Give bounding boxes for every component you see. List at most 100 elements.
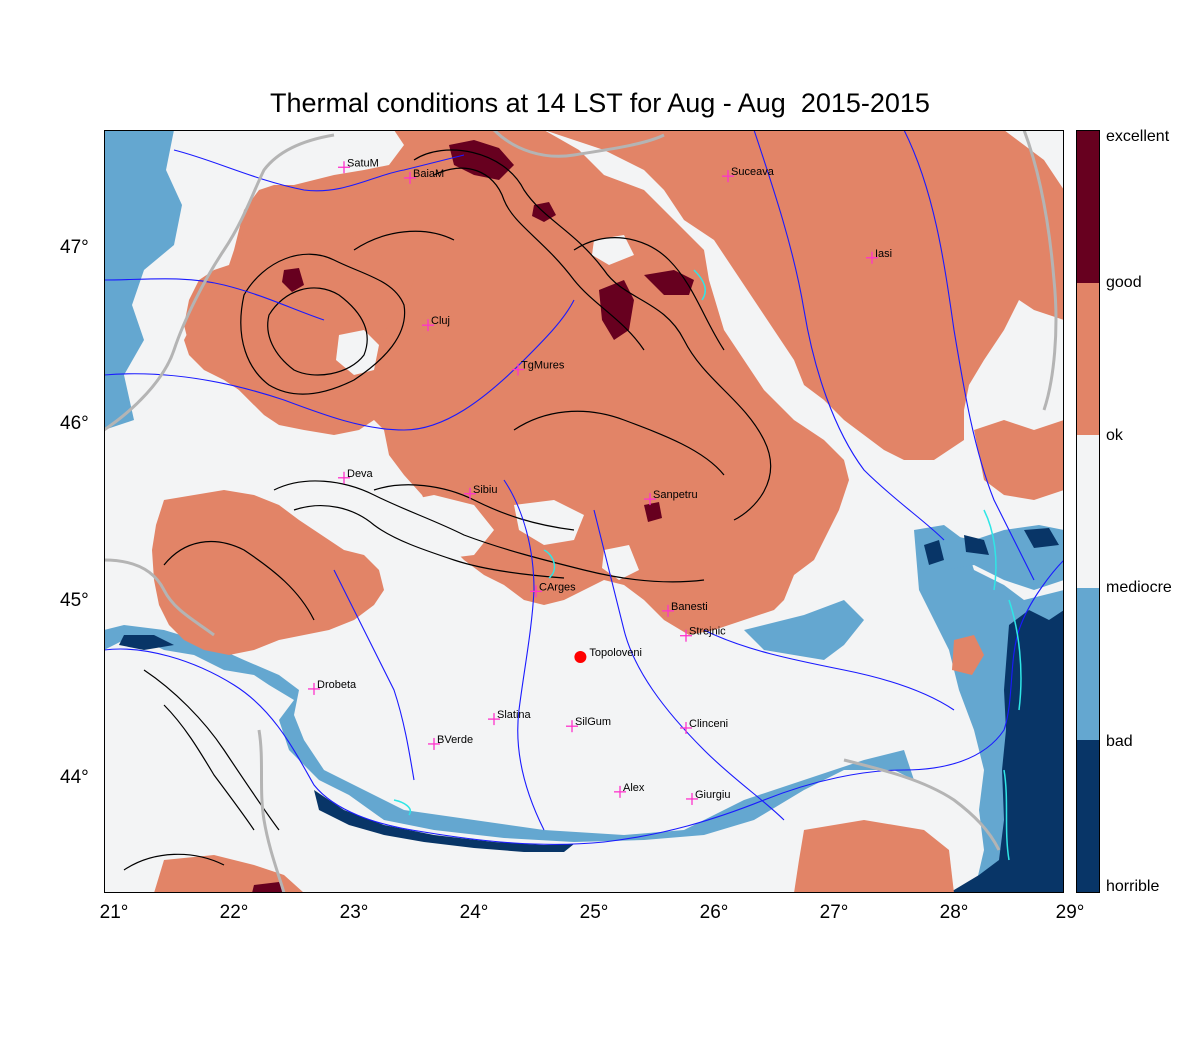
colorbar-excellent	[1076, 130, 1100, 283]
lon-tick-label: 26°	[699, 902, 729, 923]
river-danube	[104, 559, 1064, 845]
zone-ok-north-island	[592, 235, 634, 265]
colorbar-bad	[1076, 740, 1100, 893]
city-clinceni: Clinceni	[680, 718, 728, 734]
city-deva: Deva	[338, 468, 374, 484]
city-label: Deva	[347, 468, 374, 480]
river-prut	[903, 130, 1035, 581]
zone-good-southeast-patch	[952, 635, 984, 675]
city-tgmures: TgMures	[512, 360, 565, 376]
zone-mediocre-lower-danube	[744, 600, 864, 660]
river-jiu	[333, 569, 415, 781]
city-satum: SatuM	[338, 157, 379, 174]
zone-excellent-calimani	[599, 270, 694, 340]
zone-good-east-moldova	[544, 130, 1064, 460]
colorbar-label-excellent: excellent	[1106, 128, 1170, 145]
city-label: Slatina	[497, 709, 532, 721]
lakes	[393, 269, 1022, 861]
highlight-label: Topoloveni	[589, 647, 642, 659]
city-label: Cluj	[431, 315, 450, 327]
lon-tick-label: 28°	[939, 902, 969, 923]
colorbar-label-good: good	[1106, 274, 1142, 291]
city-label: BaiaM	[413, 168, 444, 180]
border-south-bulgaria	[257, 729, 286, 893]
border-east	[1022, 130, 1058, 411]
lon-tick-label: 23°	[339, 902, 369, 923]
lon-tick-label: 25°	[579, 902, 609, 923]
zone-excellent-apuseni	[282, 268, 304, 292]
lon-tick-label: 29°	[1055, 902, 1085, 923]
zone-bad-iron-gates	[119, 635, 174, 650]
zone-ok-fagaras-island	[382, 495, 584, 560]
zone-excellent-north	[449, 140, 514, 180]
colorbar-label-ok: ok	[1106, 427, 1123, 444]
river-siret	[753, 130, 945, 541]
rivers	[104, 130, 1064, 845]
colorbar	[1076, 130, 1100, 893]
colorbar-good	[1076, 283, 1100, 435]
border-west-north	[104, 133, 335, 432]
colorbar-ok	[1076, 435, 1100, 588]
city-markers: SatuM BaiaM Suceava Iasi Cluj TgMures Deva Sibi…	[308, 157, 892, 805]
river-ialomita	[703, 629, 955, 711]
river-mures	[104, 299, 575, 431]
country-borders	[104, 130, 1058, 893]
city-sibiu: Sibiu	[464, 484, 497, 500]
city-label: SatuM	[347, 157, 379, 169]
city-label: CArges	[539, 581, 576, 593]
city-label: Banesti	[671, 601, 708, 613]
city-baiam: BaiaM	[404, 168, 444, 184]
city-slatina: Slatina	[488, 709, 532, 726]
river-somes	[173, 149, 465, 192]
city-strejnic: Strejnic	[680, 626, 726, 642]
thermal-conditions-map: SatuM BaiaM Suceava Iasi Cluj TgMures Deva Sibi…	[104, 130, 1064, 893]
lat-tick-label: 45°	[60, 590, 89, 611]
colorbar-label-mediocre: mediocre	[1106, 579, 1172, 596]
river-olt	[503, 479, 545, 831]
highlight-point: Topoloveni	[574, 647, 642, 664]
city-label: Clinceni	[689, 718, 728, 730]
zone-mediocre-southwest	[104, 625, 914, 842]
city-label: Sanpetru	[653, 489, 698, 501]
city-carges: CArges	[530, 581, 576, 598]
city-label: Sibiu	[473, 484, 497, 496]
city-bverde: BVerde	[428, 734, 473, 750]
zone-ok-apuseni-island	[336, 330, 379, 375]
river-crisuri	[104, 278, 325, 321]
river-arges	[593, 509, 785, 821]
colorbar-label-horrible: horrible	[1106, 878, 1160, 895]
city-silgum: SilGum	[566, 716, 611, 733]
zone-ok-ciucas-island	[602, 545, 639, 580]
map-border	[104, 130, 1064, 893]
city-alex: Alex	[614, 782, 645, 798]
zone-bad-delta-channels	[924, 528, 1059, 565]
lat-tick-label: 44°	[60, 767, 89, 788]
city-label: Giurgiu	[695, 789, 730, 801]
border-southwest	[104, 558, 215, 637]
zone-mediocre-delta	[924, 525, 1064, 590]
border-north	[492, 130, 665, 158]
highlight-marker	[574, 651, 587, 664]
zone-excellent-south	[252, 882, 284, 893]
city-label: Alex	[623, 782, 645, 794]
zone-good-south-bottom	[794, 820, 954, 893]
chart-title: Thermal conditions at 14 LST for Aug - A…	[270, 88, 930, 118]
colorbar-label-bad: bad	[1106, 733, 1133, 750]
zone-bad-blacksea-coast	[949, 610, 1064, 893]
lon-tick-label: 24°	[459, 902, 489, 923]
zone-mediocre-northwest	[104, 130, 182, 430]
lon-tick-label: 21°	[99, 902, 129, 923]
city-iasi: Iasi	[866, 248, 892, 264]
city-label: SilGum	[575, 716, 611, 728]
city-label: Strejnic	[689, 626, 726, 638]
zone-good-southwest-banat	[152, 490, 384, 655]
lat-tick-label: 46°	[60, 413, 89, 434]
city-label: Iasi	[875, 248, 892, 260]
border-southeast	[843, 758, 1001, 851]
city-cluj: Cluj	[422, 315, 450, 332]
city-label: BVerde	[437, 734, 473, 746]
city-sanpetru: Sanpetru	[644, 489, 698, 506]
city-suceava: Suceava	[722, 166, 775, 183]
zone-good-delta-fringe	[974, 420, 1064, 500]
zone-bad-danube-banks	[314, 790, 574, 852]
